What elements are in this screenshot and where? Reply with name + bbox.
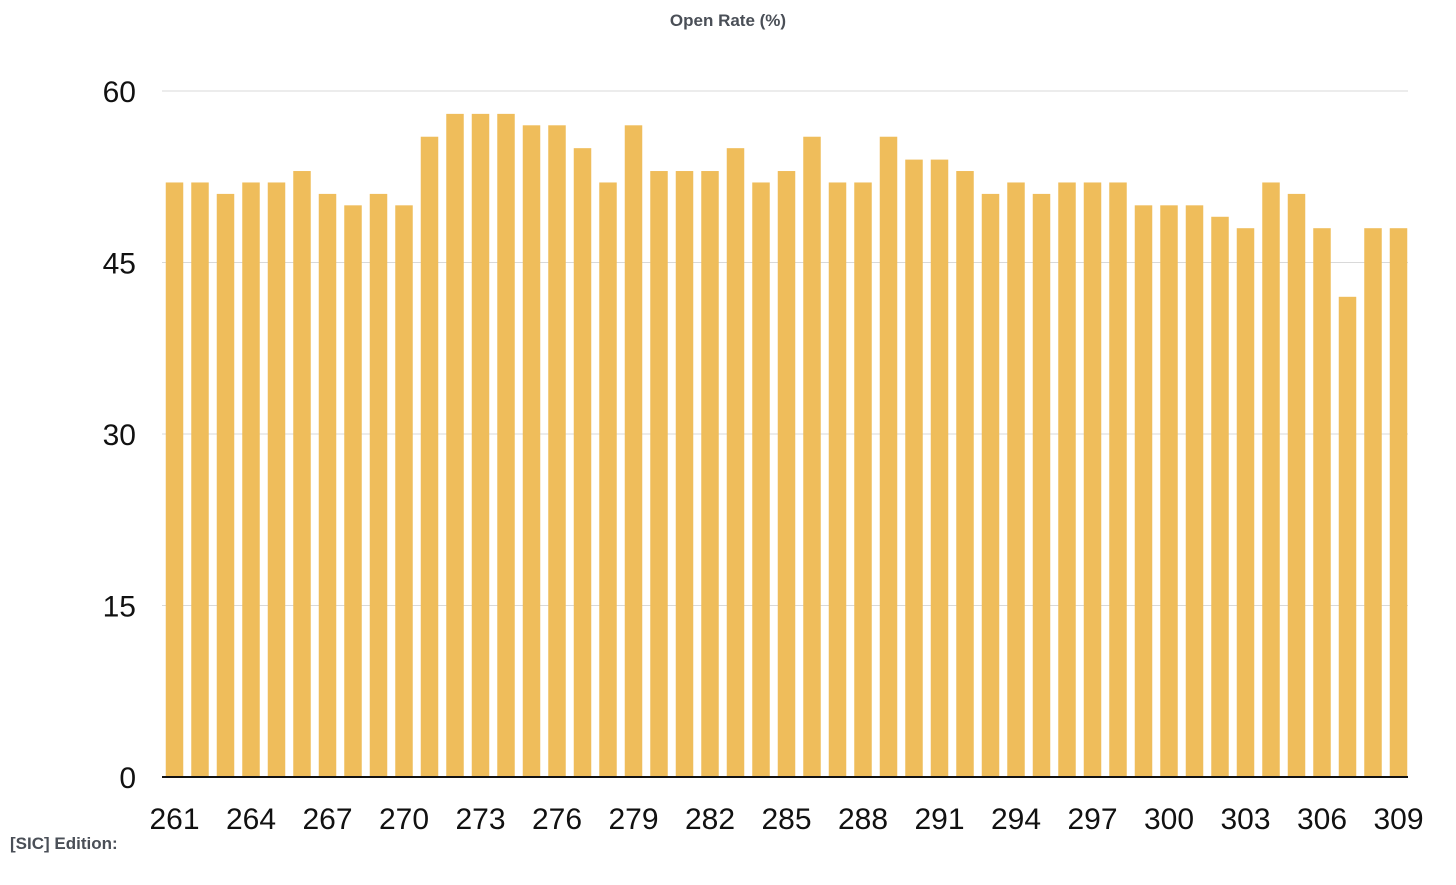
y-tick-label: 45 <box>103 248 136 281</box>
bar-276 <box>548 125 566 778</box>
bar-301 <box>1185 205 1204 777</box>
y-tick-label: 30 <box>103 419 136 452</box>
bar-287 <box>828 182 847 778</box>
bar-277 <box>573 148 592 778</box>
bar-262 <box>191 182 209 778</box>
bar-289 <box>879 136 898 778</box>
y-tick-label: 15 <box>103 591 136 624</box>
x-tick-label: 261 <box>149 803 199 836</box>
bar-298 <box>1109 182 1127 778</box>
bar-291 <box>930 159 949 778</box>
x-tick-label: 282 <box>685 803 735 836</box>
x-tick-label: 285 <box>761 803 811 836</box>
x-tick-label: 303 <box>1220 803 1270 836</box>
bar-279 <box>624 125 643 778</box>
bar-303 <box>1236 228 1255 777</box>
x-tick-label: 300 <box>1144 803 1194 836</box>
bar-282 <box>701 171 719 777</box>
y-tick-labels: 0 15 30 45 60 <box>103 76 136 795</box>
bar-296 <box>1058 182 1076 778</box>
bar-297 <box>1083 182 1102 778</box>
bar-286 <box>803 136 821 778</box>
chart-title: Open Rate (%) <box>669 11 787 30</box>
bar-274 <box>497 113 515 778</box>
x-tick-labels: 261 264 267 270 273 276 279 282 285 288 291 294 297 3… <box>149 803 1423 836</box>
bar-290 <box>905 159 923 778</box>
bar-309 <box>1389 228 1408 777</box>
bar-261 <box>165 182 184 778</box>
bar-273 <box>471 113 490 778</box>
bar-292 <box>956 171 974 777</box>
bar-263 <box>216 193 235 777</box>
bar-283 <box>726 148 745 778</box>
bar-305 <box>1287 193 1306 777</box>
bar-288 <box>854 182 872 778</box>
bar-278 <box>599 182 617 778</box>
bar-272 <box>446 113 464 778</box>
bar-295 <box>1032 193 1051 777</box>
bar-293 <box>981 193 1000 777</box>
y-tick-label: 60 <box>103 76 136 109</box>
bar-284 <box>752 182 770 778</box>
x-tick-label: 270 <box>379 803 429 836</box>
bar-302 <box>1211 216 1229 777</box>
bar-268 <box>344 205 362 777</box>
x-tick-label: 309 <box>1373 803 1423 836</box>
bar-308 <box>1364 228 1382 777</box>
bars <box>165 113 1408 778</box>
bar-306 <box>1313 228 1331 777</box>
x-tick-label: 273 <box>455 803 505 836</box>
x-tick-label: 276 <box>532 803 582 836</box>
x-tick-label: 264 <box>226 803 276 836</box>
x-tick-label: 267 <box>302 803 352 836</box>
bar-304 <box>1262 182 1280 778</box>
x-tick-label: 291 <box>914 803 964 836</box>
bar-270 <box>395 205 413 777</box>
y-tick-label: 0 <box>119 762 136 795</box>
bar-280 <box>650 171 668 777</box>
bar-281 <box>675 171 694 777</box>
bar-300 <box>1160 205 1178 777</box>
x-tick-label: 294 <box>991 803 1041 836</box>
bar-266 <box>293 171 311 777</box>
x-axis-title: [SIC] Edition: <box>10 834 118 853</box>
x-tick-label: 297 <box>1067 803 1117 836</box>
bar-275 <box>522 125 541 778</box>
bar-267 <box>318 193 337 777</box>
bar-294 <box>1007 182 1025 778</box>
bar-271 <box>420 136 439 778</box>
x-tick-label: 279 <box>608 803 658 836</box>
x-tick-label: 306 <box>1297 803 1347 836</box>
bar-269 <box>369 193 388 777</box>
bar-265 <box>267 182 286 778</box>
bar-285 <box>777 171 796 777</box>
x-tick-label: 288 <box>838 803 888 836</box>
bar-299 <box>1134 205 1153 777</box>
bar-307 <box>1338 296 1357 777</box>
bar-264 <box>242 182 260 778</box>
